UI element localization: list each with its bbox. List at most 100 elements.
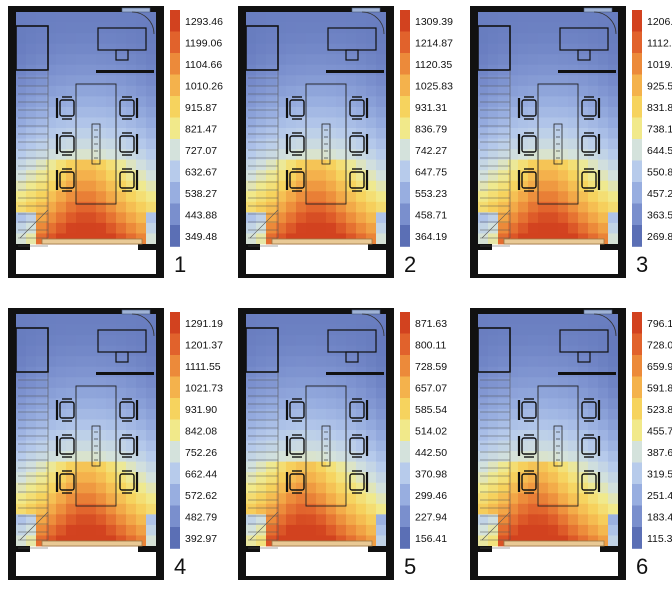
heat-cell xyxy=(146,356,157,368)
heat-cell xyxy=(136,377,147,389)
scale-swatch xyxy=(170,182,180,204)
heat-cell xyxy=(146,54,157,66)
heat-cell xyxy=(608,524,619,536)
heat-cell xyxy=(146,398,157,410)
heat-cell xyxy=(276,117,287,129)
heat-cell xyxy=(326,159,337,171)
heat-cell xyxy=(56,138,67,150)
heat-cell xyxy=(56,149,67,161)
scale-label: 800.11 xyxy=(415,339,446,351)
heat-field xyxy=(478,314,619,547)
heat-cell xyxy=(608,212,619,224)
skylight xyxy=(121,309,151,315)
heat-cell xyxy=(306,366,317,378)
heat-cell xyxy=(578,222,589,234)
heat-cell xyxy=(488,212,499,224)
heat-cell xyxy=(588,222,599,234)
scale-swatch xyxy=(400,160,410,183)
heat-cell xyxy=(116,117,127,129)
heat-cell xyxy=(356,440,367,452)
heat-cell xyxy=(518,408,529,420)
heat-cell xyxy=(538,314,549,325)
heat-cell xyxy=(508,493,519,505)
heat-cell xyxy=(518,180,529,192)
heat-cell xyxy=(588,12,599,23)
light-fixture xyxy=(91,123,101,165)
heat-cell xyxy=(56,170,67,182)
wall xyxy=(16,308,156,314)
heat-cell xyxy=(296,482,307,494)
heat-cell xyxy=(528,493,539,505)
heat-cell xyxy=(588,419,599,431)
heat-cell xyxy=(36,387,47,399)
heat-cell xyxy=(498,149,509,161)
heat-cell xyxy=(346,201,357,213)
chair xyxy=(285,470,305,494)
heat-cell xyxy=(548,419,559,431)
heat-cell xyxy=(16,106,27,118)
heat-cell xyxy=(86,461,97,473)
heat-cell xyxy=(106,472,117,484)
heat-cell xyxy=(326,482,337,494)
heat-cell xyxy=(26,85,37,97)
heat-cell xyxy=(76,170,87,182)
heat-cell xyxy=(316,180,327,192)
heat-cell xyxy=(548,22,559,34)
scale-swatch xyxy=(400,462,410,485)
heat-cell xyxy=(608,514,619,526)
heat-cell xyxy=(266,54,277,66)
heat-cell xyxy=(498,514,509,526)
scale-swatch xyxy=(170,527,180,549)
heat-cell xyxy=(26,170,37,182)
heat-cell xyxy=(126,387,137,399)
heat-cell xyxy=(568,345,579,357)
scale-swatch xyxy=(170,53,180,75)
heat-cell xyxy=(498,54,509,66)
heat-cell xyxy=(56,408,67,420)
heat-cell xyxy=(266,524,277,536)
heat-cell xyxy=(346,408,357,420)
heat-cell xyxy=(276,170,287,182)
heat-cell xyxy=(126,408,137,420)
heat-cell xyxy=(538,377,549,389)
heat-cell xyxy=(56,33,67,45)
heat-cell xyxy=(316,128,327,139)
heat-cell xyxy=(356,387,367,399)
heat-cell xyxy=(326,222,337,234)
heat-cell xyxy=(146,335,157,347)
heat-cell xyxy=(356,335,367,347)
heat-cell xyxy=(126,85,137,97)
heat-cell xyxy=(16,461,27,473)
heat-cell xyxy=(276,85,287,97)
wall xyxy=(238,6,246,278)
heat-cell xyxy=(548,159,559,171)
heat-cell xyxy=(16,233,27,245)
heat-cell xyxy=(266,106,277,118)
heat-cell xyxy=(46,180,57,192)
heat-cell xyxy=(26,159,37,171)
heat-cell xyxy=(96,503,107,515)
heat-cell xyxy=(296,387,307,399)
heat-cell xyxy=(578,335,589,347)
heat-cell xyxy=(498,314,509,325)
chair xyxy=(581,434,601,458)
heat-cell xyxy=(256,170,267,182)
heat-cell xyxy=(518,314,529,325)
chair xyxy=(119,132,139,156)
heat-cell xyxy=(76,524,87,536)
heat-cell xyxy=(598,356,609,368)
heat-cell xyxy=(588,180,599,192)
heat-cell xyxy=(316,345,327,357)
heat-cell xyxy=(76,85,87,97)
heat-cell xyxy=(76,377,87,389)
heat-cell xyxy=(276,222,287,234)
heat-cell xyxy=(538,106,549,118)
heat-cell xyxy=(46,201,57,213)
heat-cell xyxy=(26,314,37,325)
heat-cell xyxy=(538,408,549,420)
heat-cell xyxy=(346,440,357,452)
heat-cell xyxy=(46,64,57,76)
heat-cell xyxy=(478,180,489,192)
scale-label: 931.31 xyxy=(415,102,447,114)
heat-cell xyxy=(578,451,589,463)
